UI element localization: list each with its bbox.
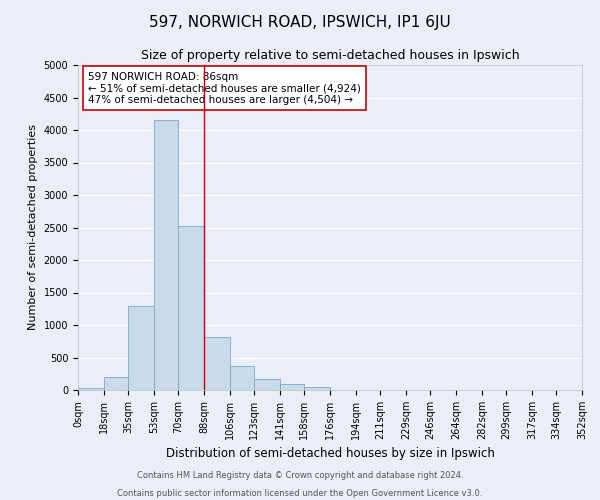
Bar	[204, 338, 230, 390]
Bar	[128, 306, 154, 390]
Bar	[78, 388, 104, 390]
X-axis label: Distribution of semi-detached houses by size in Ipswich: Distribution of semi-detached houses by …	[166, 448, 494, 460]
Bar	[154, 120, 178, 390]
Bar	[304, 387, 330, 390]
Text: 597, NORWICH ROAD, IPSWICH, IP1 6JU: 597, NORWICH ROAD, IPSWICH, IP1 6JU	[149, 15, 451, 30]
Text: 597 NORWICH ROAD: 86sqm
← 51% of semi-detached houses are smaller (4,924)
47% of: 597 NORWICH ROAD: 86sqm ← 51% of semi-de…	[88, 72, 361, 104]
Title: Size of property relative to semi-detached houses in Ipswich: Size of property relative to semi-detach…	[140, 50, 520, 62]
Bar	[280, 384, 304, 390]
Bar	[254, 380, 280, 390]
Bar	[230, 366, 254, 390]
Y-axis label: Number of semi-detached properties: Number of semi-detached properties	[28, 124, 38, 330]
Bar	[178, 226, 204, 390]
Text: Contains HM Land Registry data © Crown copyright and database right 2024.: Contains HM Land Registry data © Crown c…	[137, 471, 463, 480]
Text: Contains public sector information licensed under the Open Government Licence v3: Contains public sector information licen…	[118, 488, 482, 498]
Bar	[104, 378, 128, 390]
